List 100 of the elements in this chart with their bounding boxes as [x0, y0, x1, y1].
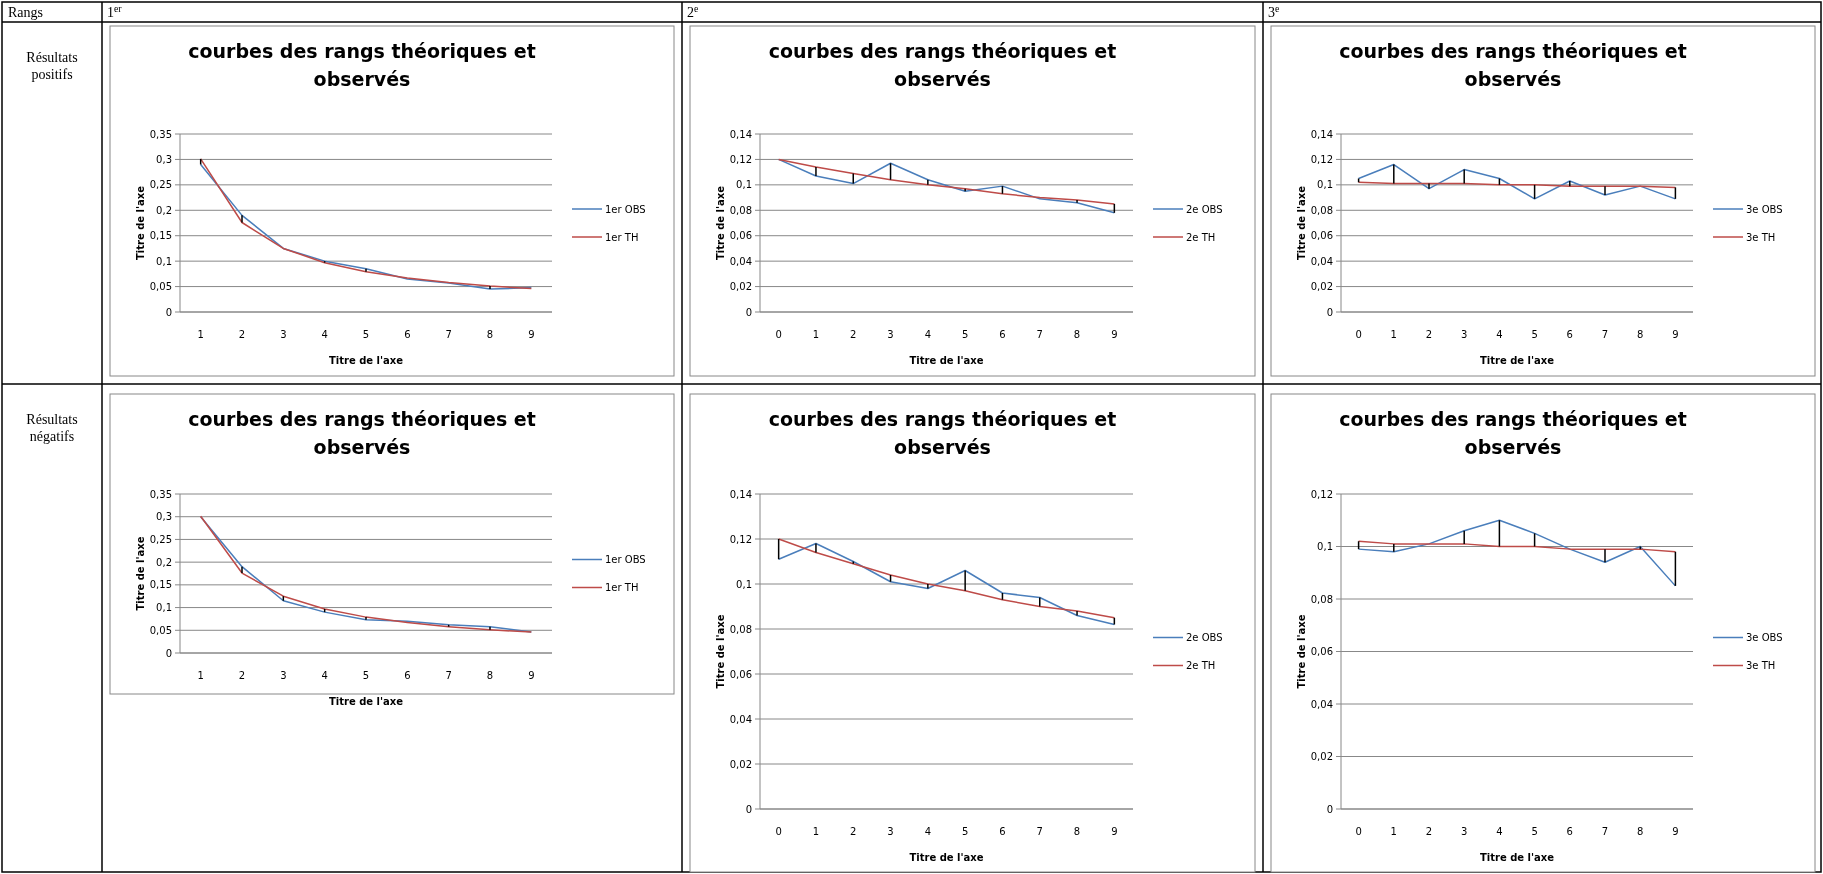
- x-tick-label: 9: [528, 329, 535, 340]
- legend-label: 3e OBS: [1746, 632, 1783, 643]
- x-tick-label: 3: [1461, 329, 1468, 340]
- y-axis-title: Titre de l'axe: [1296, 185, 1307, 261]
- text: 1$^{er}$: [107, 2, 123, 20]
- x-tick-label: 8: [486, 329, 494, 340]
- x-tick-label: 8: [486, 670, 494, 681]
- legend-label: 2e TH: [1186, 660, 1216, 671]
- text: 3$^{e}$: [1268, 2, 1280, 20]
- x-tick-label: 8: [1073, 826, 1081, 837]
- x-tick-label: 5: [362, 670, 370, 681]
- x-tick-label: 6: [404, 329, 411, 340]
- y-tick-label: 0,3: [156, 511, 172, 523]
- text: 2$^{e}$: [687, 2, 699, 20]
- y-tick-label: 0,02: [1310, 281, 1333, 293]
- x-tick-label: 1: [1390, 826, 1397, 837]
- x-tick-label: 2: [1425, 329, 1433, 340]
- x-tick-label: 1: [812, 826, 820, 837]
- x-tick-label: 4: [924, 826, 932, 837]
- y-tick-label: 0,14: [1310, 128, 1333, 140]
- x-tick-label: 2: [850, 826, 857, 837]
- x-tick-label: 7: [445, 329, 452, 340]
- y-tick-label: 0,06: [729, 668, 752, 680]
- x-axis-title: Titre de l'axe: [909, 355, 984, 366]
- x-tick-label: 6: [404, 670, 411, 681]
- x-tick-label: 5: [362, 329, 370, 340]
- x-tick-label: 0: [1355, 329, 1362, 340]
- y-tick-label: 0,1: [1317, 541, 1333, 552]
- y-tick-label: 0,15: [149, 230, 172, 242]
- x-tick-label: 3: [280, 329, 287, 340]
- x-tick-label: 3: [280, 670, 287, 681]
- x-tick-label: 5: [1531, 329, 1538, 340]
- y-tick-label: 0,08: [729, 623, 752, 635]
- y-tick-label: 0,04: [1310, 698, 1333, 710]
- y-tick-label: 0,12: [729, 533, 752, 545]
- chart-title: courbes des rangs théoriques et observés: [188, 40, 536, 90]
- x-tick-label: 2: [238, 329, 246, 340]
- legend-label: 1er OBS: [605, 203, 646, 215]
- text: Rangs: [8, 5, 43, 20]
- x-tick-label: 9: [1672, 826, 1679, 837]
- x-axis-title: Titre de l'axe: [909, 852, 984, 863]
- x-tick-label: 4: [924, 329, 932, 340]
- y-tick-label: 0,2: [156, 204, 172, 216]
- y-tick-label: 0,25: [149, 179, 172, 191]
- y-tick-label: 0,06: [729, 230, 752, 242]
- x-axis-title: Titre de l'axe: [1479, 852, 1555, 863]
- x-tick-label: 1: [197, 670, 204, 681]
- y-tick-label: 0,05: [149, 281, 172, 293]
- y-tick-label: 0,14: [729, 488, 752, 500]
- y-tick-label: 0,25: [149, 533, 172, 545]
- legend-label: 3e TH: [1746, 231, 1776, 243]
- x-axis-title: Titre de l'axe: [328, 696, 404, 707]
- y-tick-label: 0,1: [156, 255, 172, 267]
- x-axis-title: Titre de l'axe: [328, 355, 404, 366]
- chart-title: courbes des rangs théoriques et observés: [768, 40, 1117, 90]
- y-tick-label: 0,1: [1317, 179, 1333, 191]
- y-tick-label: 0,12: [1310, 488, 1333, 500]
- x-tick-label: 8: [1073, 329, 1081, 340]
- x-tick-label: 6: [999, 329, 1006, 340]
- text: Résultats positifs: [26, 50, 78, 82]
- x-tick-label: 9: [1111, 826, 1118, 837]
- y-tick-label: 0,04: [729, 255, 752, 267]
- y-axis-title: Titre de l'axe: [135, 185, 146, 261]
- legend-label: 2e TH: [1186, 231, 1216, 243]
- y-tick-label: 0,08: [1310, 593, 1333, 605]
- y-tick-label: 0,05: [149, 624, 172, 636]
- legend-label: 1er OBS: [605, 554, 646, 565]
- x-tick-label: 9: [528, 670, 535, 681]
- y-tick-label: 0,02: [729, 758, 752, 770]
- legend-label: 3e TH: [1746, 660, 1776, 671]
- legend-label: 1er TH: [605, 231, 639, 243]
- x-tick-label: 9: [1111, 329, 1118, 340]
- line-series: [199, 515, 533, 633]
- y-axis-title: Titre de l'axe: [1296, 614, 1307, 689]
- x-tick-label: 3: [1461, 826, 1468, 837]
- x-tick-label: 4: [1496, 329, 1503, 340]
- line-series: [1357, 540, 1677, 553]
- x-tick-label: 2: [1425, 826, 1433, 837]
- y-tick-label: 0,1: [736, 179, 752, 191]
- x-tick-label: 7: [1601, 826, 1609, 837]
- y-tick-label: 0,12: [1310, 153, 1333, 165]
- chart-title: courbes des rangs théoriques et observés: [188, 408, 536, 458]
- x-tick-label: 5: [1531, 826, 1538, 837]
- chart-title: courbes des rangs théoriques et observés: [1339, 408, 1687, 458]
- x-tick-label: 2: [850, 329, 857, 340]
- x-tick-label: 4: [321, 329, 328, 340]
- line-series: [1357, 519, 1677, 587]
- line-series: [1357, 163, 1677, 200]
- x-tick-label: 7: [1036, 826, 1043, 837]
- x-tick-label: 7: [1036, 329, 1043, 340]
- x-tick-label: 8: [1637, 826, 1644, 837]
- y-tick-label: 0,12: [729, 153, 752, 165]
- y-axis-title: Titre de l'axe: [715, 185, 726, 261]
- y-axis-title: Titre de l'axe: [135, 536, 146, 611]
- legend-label: 1er TH: [605, 582, 639, 593]
- y-tick-label: 0: [1326, 803, 1333, 815]
- y-tick-label: 0: [165, 647, 172, 659]
- line-series: [777, 158, 1116, 214]
- y-tick-label: 0,2: [156, 556, 172, 568]
- legend-label: 3e OBS: [1746, 203, 1783, 215]
